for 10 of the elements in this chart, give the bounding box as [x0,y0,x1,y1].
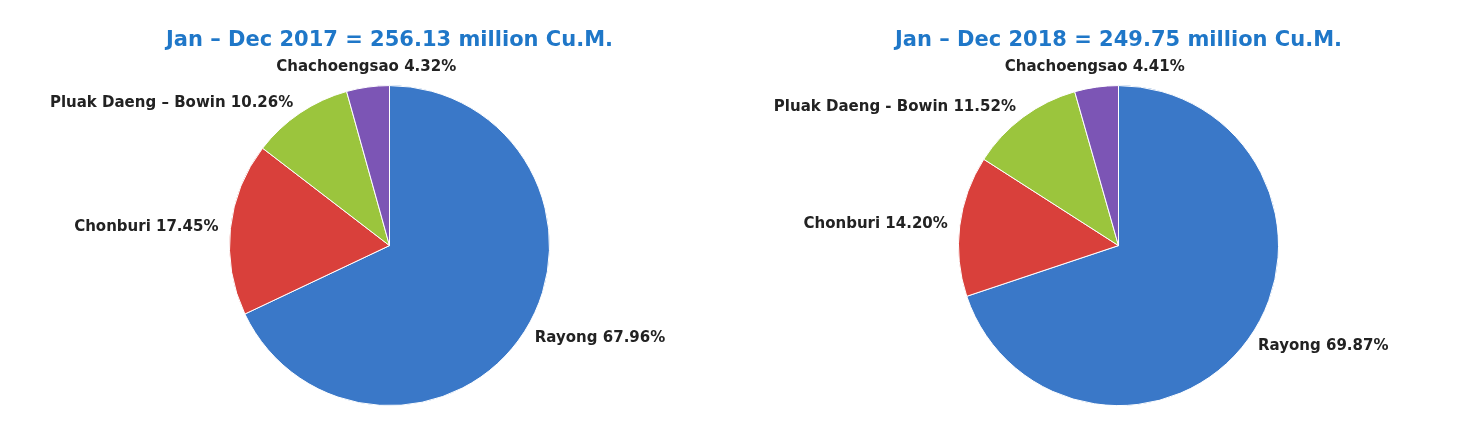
chart-title: Jan – Dec 2018 = 249.75 million Cu.M. [892,27,1343,52]
slice-label: Rayong 67.96% [534,327,666,346]
chart-title: Jan – Dec 2017 = 256.13 million Cu.M. [163,27,614,52]
slice-label: Chonburi 17.45% [74,217,219,236]
slice-label: Pluak Daeng – Bowin 10.26% [49,92,294,111]
slice-label: Chonburi 14.20% [803,214,948,233]
slice-label: Rayong 69.87% [1258,336,1389,355]
slice-label: Chachoengsao 4.41% [1004,57,1185,76]
slice-label: Pluak Daeng - Bowin 11.52% [773,97,1016,116]
slice-label: Chachoengsao 4.32% [276,57,457,76]
